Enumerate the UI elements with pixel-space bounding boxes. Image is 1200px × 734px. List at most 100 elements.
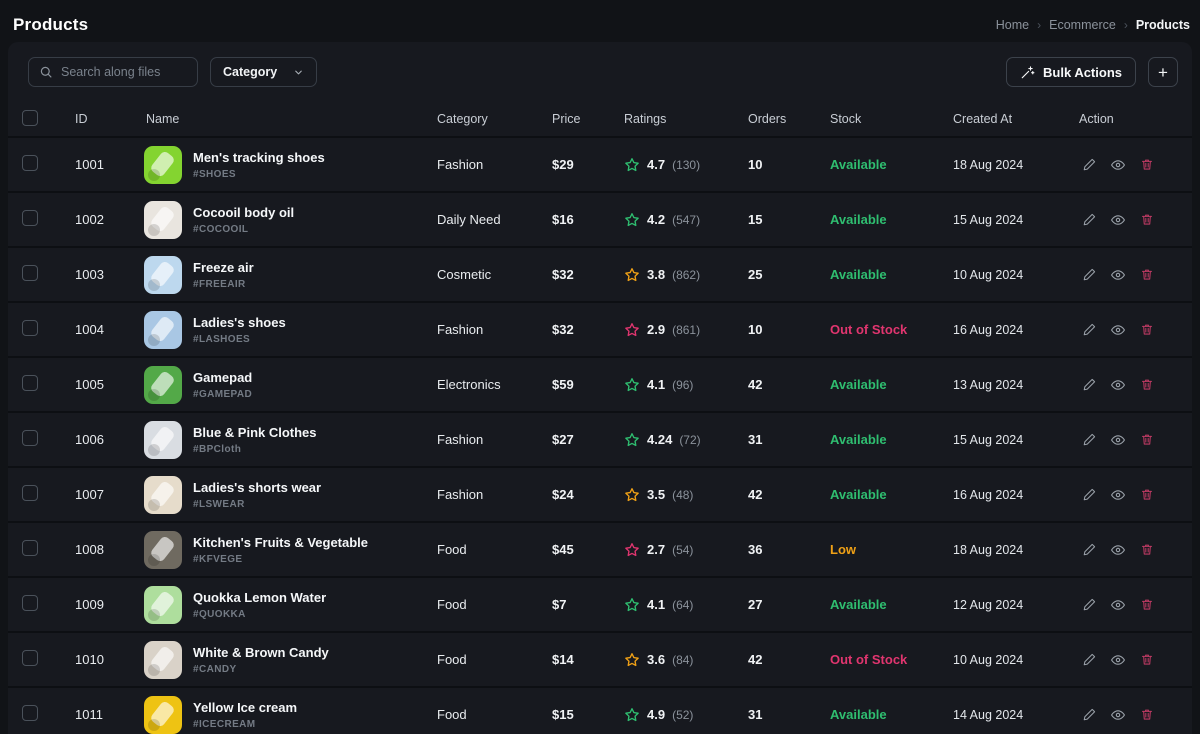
row-checkbox[interactable]	[22, 485, 38, 501]
product-category: Fashion	[437, 432, 484, 447]
edit-button[interactable]	[1077, 373, 1101, 397]
delete-button[interactable]	[1135, 428, 1159, 452]
edit-button[interactable]	[1077, 703, 1101, 727]
edit-button[interactable]	[1077, 263, 1101, 287]
row-checkbox[interactable]	[22, 595, 38, 611]
view-button[interactable]	[1106, 318, 1130, 342]
rating-count: (547)	[672, 212, 701, 227]
product-category: Food	[437, 542, 467, 557]
eye-icon	[1110, 379, 1126, 390]
row-checkbox[interactable]	[22, 705, 38, 721]
view-button[interactable]	[1106, 153, 1130, 177]
product-id: 1006	[75, 432, 104, 447]
row-checkbox[interactable]	[22, 375, 38, 391]
star-icon	[625, 212, 639, 226]
edit-button[interactable]	[1077, 593, 1101, 617]
pencil-icon	[1083, 598, 1095, 611]
select-all-checkbox[interactable]	[22, 109, 38, 126]
trash-icon	[1141, 654, 1153, 665]
rating-count: (130)	[672, 157, 701, 172]
search-box[interactable]	[28, 57, 198, 87]
eye-icon	[1110, 654, 1126, 665]
edit-button[interactable]	[1077, 648, 1101, 672]
add-product-button[interactable]: +	[1148, 57, 1178, 87]
stock-status: Available	[830, 707, 887, 722]
product-price: $24	[552, 487, 574, 502]
breadcrumb-item-home[interactable]: Home	[995, 17, 1030, 32]
rating-count: (52)	[672, 707, 694, 722]
star-icon	[625, 707, 639, 721]
orders-count: 10	[748, 157, 763, 172]
edit-button[interactable]	[1077, 153, 1101, 177]
view-button[interactable]	[1106, 263, 1130, 287]
view-button[interactable]	[1106, 593, 1130, 617]
trash-icon	[1141, 214, 1153, 225]
view-button[interactable]	[1106, 428, 1130, 452]
delete-button[interactable]	[1135, 373, 1159, 397]
product-tag: #FREEAIR	[193, 278, 246, 290]
view-button[interactable]	[1106, 703, 1130, 727]
stock-status: Available	[830, 267, 887, 282]
row-checkbox[interactable]	[22, 430, 38, 446]
eye-icon	[1110, 709, 1126, 720]
rating-count: (84)	[672, 652, 694, 667]
product-price: $32	[552, 267, 574, 282]
product-name: Gamepad	[193, 369, 253, 385]
row-checkbox[interactable]	[22, 320, 38, 336]
stock-status: Available	[830, 157, 887, 172]
view-button[interactable]	[1106, 648, 1130, 672]
trash-icon	[1141, 269, 1153, 280]
product-price: $32	[552, 322, 574, 337]
edit-button[interactable]	[1077, 538, 1101, 562]
view-button[interactable]	[1106, 538, 1130, 562]
delete-button[interactable]	[1135, 483, 1159, 507]
product-tag: #ICECREAM	[193, 718, 256, 730]
edit-button[interactable]	[1077, 483, 1101, 507]
eye-icon	[1110, 489, 1126, 500]
delete-button[interactable]	[1135, 703, 1159, 727]
delete-button[interactable]	[1135, 208, 1159, 232]
row-checkbox[interactable]	[22, 540, 38, 556]
product-name: Cocooil body oil	[193, 204, 295, 220]
view-button[interactable]	[1106, 208, 1130, 232]
edit-button[interactable]	[1077, 428, 1101, 452]
view-button[interactable]	[1106, 373, 1130, 397]
created-date: 18 Aug 2024	[953, 542, 1024, 557]
rating-value: 4.1	[647, 377, 666, 392]
delete-button[interactable]	[1135, 263, 1159, 287]
view-button[interactable]	[1106, 483, 1130, 507]
search-input[interactable]	[61, 65, 187, 79]
delete-button[interactable]	[1135, 538, 1159, 562]
orders-count: 27	[748, 597, 763, 612]
table-row: 1001 Men's tracking shoes #SHOES Fashion…	[8, 138, 1192, 193]
breadcrumb-item-ecommerce[interactable]: Ecommerce	[1049, 17, 1116, 32]
delete-button[interactable]	[1135, 648, 1159, 672]
row-checkbox[interactable]	[22, 265, 38, 281]
bulk-actions-button[interactable]: Bulk Actions	[1006, 57, 1136, 87]
stock-status: Available	[830, 597, 887, 612]
edit-button[interactable]	[1077, 208, 1101, 232]
product-name: Yellow Ice cream	[193, 699, 298, 715]
star-icon	[625, 377, 639, 391]
star-icon	[625, 487, 639, 501]
category-filter-dropdown[interactable]: Category	[210, 57, 318, 87]
star-icon	[625, 542, 639, 556]
product-category: Food	[437, 597, 467, 612]
product-name: Ladies's shoes	[193, 314, 286, 330]
table-row: 1006 Blue & Pink Clothes #BPCloth Fashio…	[8, 413, 1192, 468]
row-checkbox[interactable]	[22, 650, 38, 666]
rating-value: 3.8	[647, 267, 666, 282]
star-icon	[625, 597, 639, 611]
product-thumbnail	[144, 585, 182, 624]
delete-button[interactable]	[1135, 593, 1159, 617]
row-checkbox[interactable]	[22, 210, 38, 226]
product-thumbnail	[144, 310, 182, 349]
header-ratings: Ratings	[624, 112, 667, 126]
product-thumbnail	[144, 640, 182, 679]
product-name: Kitchen's Fruits & Vegetable	[193, 534, 369, 550]
stock-status: Available	[830, 487, 887, 502]
delete-button[interactable]	[1135, 153, 1159, 177]
edit-button[interactable]	[1077, 318, 1101, 342]
delete-button[interactable]	[1135, 318, 1159, 342]
row-checkbox[interactable]	[22, 155, 38, 171]
